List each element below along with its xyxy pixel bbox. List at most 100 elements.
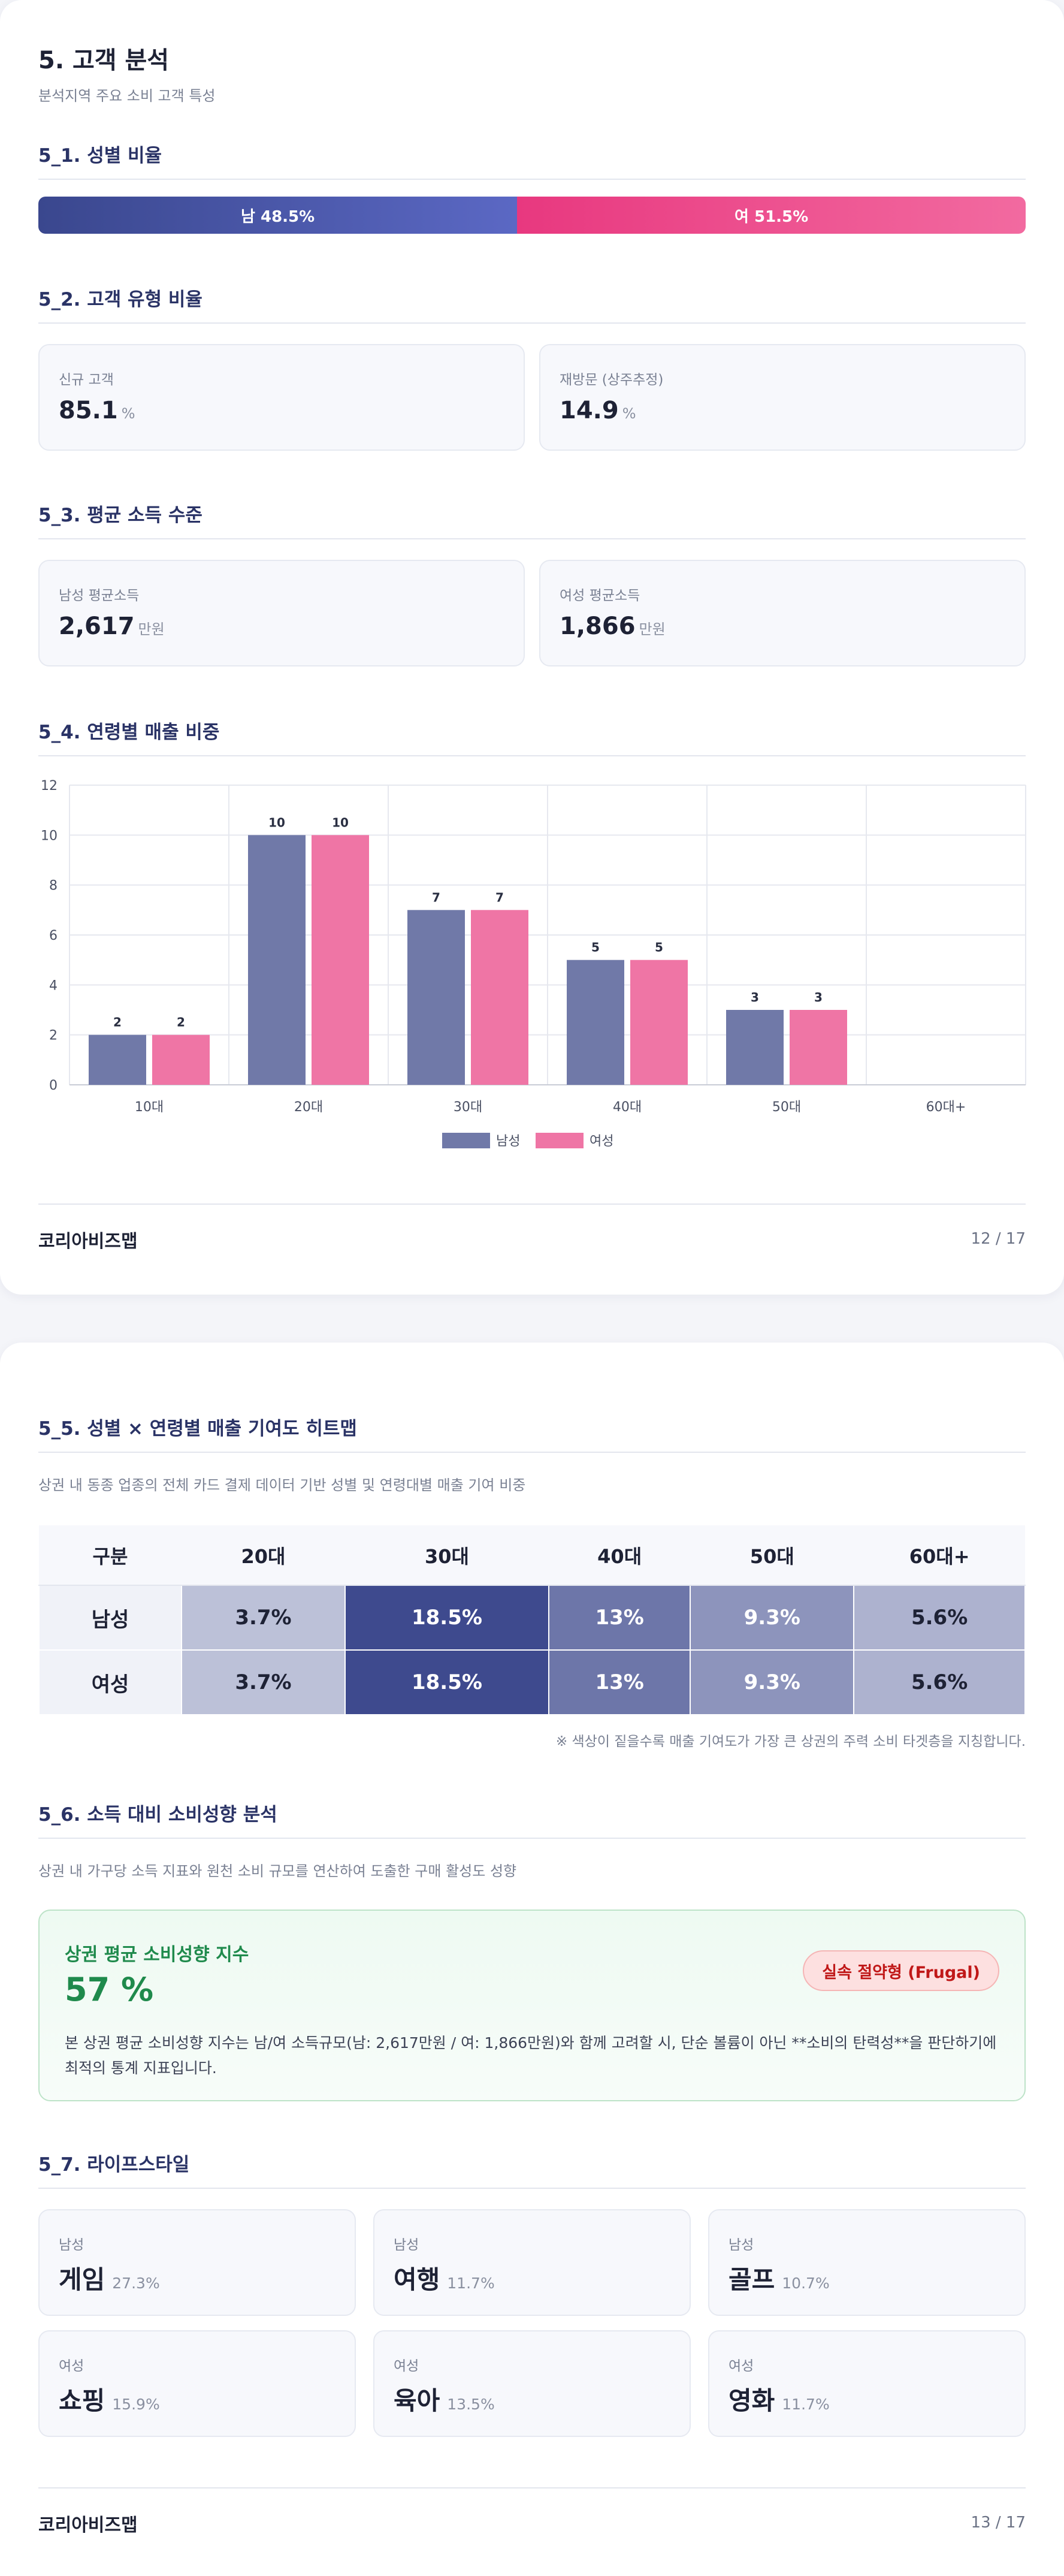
heatmap-note: ※ 색상이 짙을수록 매출 기여도가 가장 큰 상권의 주력 소비 타겟층을 지…: [555, 1734, 1026, 1749]
section-divider: [38, 1452, 1026, 1453]
section-heading-propensity: 5_6. 소득 대비 소비성향 분석: [38, 1804, 277, 1826]
card-value: 2,617 만원: [59, 613, 165, 640]
unit-label: 만원: [138, 621, 165, 638]
bar-male: [407, 910, 465, 1085]
y-tick-label: 8: [49, 879, 58, 894]
report-page-12: 5. 고객 분석 분석지역 주요 소비 고객 특성 5_1. 성별 비율 남 4…: [0, 0, 1064, 1295]
section-heading-lifestyle: 5_7. 라이프스타일: [38, 2154, 190, 2176]
x-tick-label: 50대: [772, 1100, 801, 1115]
y-tick-label: 2: [49, 1028, 58, 1043]
lifestyle-percent: 11.7%: [782, 2396, 830, 2413]
x-tick-label: 60대+: [926, 1100, 966, 1115]
y-tick-label: 6: [49, 928, 58, 943]
y-tick-label: 12: [41, 779, 58, 794]
bar-value-label: 7: [432, 890, 440, 904]
heatmap-col-header: 40대: [548, 1525, 691, 1586]
lifestyle-gender: 남성: [729, 2237, 754, 2253]
lifestyle-name: 육아: [394, 2386, 440, 2415]
section-heading-age-sales: 5_4. 연령별 매출 비중: [38, 722, 220, 743]
male-income-value: 2,617: [59, 613, 135, 640]
lifestyle-card: 남성 골프 10.7%: [708, 2209, 1026, 2316]
y-tick-label: 0: [49, 1078, 58, 1093]
bar-value-label: 10: [332, 815, 349, 829]
lifestyle-name: 영화: [729, 2386, 775, 2415]
new-customer-card: 신규 고객 85.1%: [38, 344, 525, 451]
legend-swatch: [442, 1133, 490, 1148]
report-page-13: 5_5. 성별 × 연령별 매출 기여도 히트맵 상권 내 동종 업종의 전체 …: [0, 1343, 1064, 2576]
card-value: 14.9%: [560, 397, 636, 424]
female-income-card: 여성 평균소득 1,866 만원: [539, 560, 1026, 666]
lifestyle-name: 게임: [59, 2265, 105, 2294]
bar-female: [152, 1034, 210, 1085]
heatmap-col-header: 20대: [182, 1525, 345, 1586]
bar-value-label: 2: [177, 1015, 185, 1030]
lifestyle-name-row: 육아 13.5%: [394, 2381, 495, 2417]
heatmap-cell: 5.6%: [853, 1649, 1026, 1715]
heatmap-row-male: 남성 3.7% 18.5% 13% 9.3% 5.6%: [38, 1585, 1026, 1651]
section-divider: [38, 1838, 1026, 1839]
revisit-customer-card: 재방문 (상주추정) 14.9%: [539, 344, 1026, 451]
legend-label: 여성: [590, 1134, 613, 1149]
lifestyle-name-row: 여행 11.7%: [394, 2260, 495, 2296]
propensity-index-card: 상권 평균 소비성향 지수 57 % 실속 절약형 (Frugal) 본 상권 …: [38, 1910, 1026, 2101]
gender-ratio-bar: 남 48.5% 여 51.5%: [38, 197, 1026, 234]
lifestyle-name-row: 영화 11.7%: [729, 2381, 830, 2417]
lifestyle-percent: 13.5%: [447, 2396, 495, 2413]
heatmap-subtitle: 상권 내 동종 업종의 전체 카드 결제 데이터 기반 성별 및 연령대별 매출…: [38, 1477, 526, 1494]
lifestyle-name-row: 쇼핑 15.9%: [59, 2381, 160, 2417]
heatmap-col-header: 30대: [344, 1525, 549, 1586]
bar-male: [248, 835, 306, 1085]
footer-brand: 코리아비즈맵: [38, 2515, 138, 2536]
lifestyle-card: 여성 육아 13.5%: [373, 2330, 691, 2437]
heatmap-header-row: 구분 20대 30대 40대 50대 60대+: [39, 1525, 1025, 1586]
female-income-value: 1,866: [560, 613, 636, 640]
index-description: 본 상권 평균 소비성향 지수는 남/여 소득규모(남: 2,617만원 / 여…: [65, 2034, 997, 2077]
revisit-customer-value: 14.9: [560, 397, 619, 424]
gender-bar-female: 여 51.5%: [517, 197, 1026, 234]
heatmap-cell: 9.3%: [690, 1585, 855, 1651]
lifestyle-card: 남성 여행 11.7%: [373, 2209, 691, 2316]
lifestyle-name: 쇼핑: [59, 2386, 105, 2415]
page-number: 12 / 17: [971, 1230, 1026, 1248]
bar-value-label: 3: [751, 990, 759, 1005]
card-value: 1,866 만원: [560, 613, 666, 640]
bar-male: [726, 1010, 784, 1085]
lifestyle-card: 남성 게임 27.3%: [38, 2209, 356, 2316]
section-heading-gender: 5_1. 성별 비율: [38, 145, 162, 167]
card-label: 재방문 (상주추정): [560, 372, 664, 388]
heatmap-cell: 9.3%: [690, 1649, 855, 1715]
index-title: 상권 평균 소비성향 지수: [65, 1944, 249, 1965]
lifestyle-name-row: 게임 27.3%: [59, 2260, 160, 2296]
section-divider: [38, 2188, 1026, 2189]
lifestyle-gender: 여성: [394, 2358, 419, 2374]
lifestyle-percent: 10.7%: [782, 2275, 830, 2292]
x-tick-label: 30대: [454, 1100, 482, 1115]
section-divider: [38, 322, 1026, 324]
heatmap-row-header: 남성: [38, 1585, 182, 1651]
lifestyle-card: 여성 영화 11.7%: [708, 2330, 1026, 2437]
x-tick-label: 40대: [613, 1100, 642, 1115]
bar-male: [89, 1034, 146, 1085]
lifestyle-gender: 남성: [394, 2237, 419, 2253]
heatmap-cell: 18.5%: [344, 1649, 549, 1715]
age-sales-bar-chart: 0 2 4 6 8 10 12 2 2 10대 10 10 20대 7 7 30대 5 5 40대 3 3 50대 60대+…: [41, 779, 1026, 1149]
page-title: 5. 고객 분석: [38, 47, 170, 74]
heatmap-col-header: 50대: [690, 1525, 854, 1586]
unit-label: %: [121, 405, 135, 422]
page-subtitle: 분석지역 주요 소비 고객 특성: [38, 88, 216, 104]
legend-swatch: [536, 1133, 584, 1148]
y-tick-label: 10: [41, 828, 58, 843]
bar-value-label: 5: [655, 940, 663, 955]
bar-female: [471, 910, 528, 1085]
card-label: 신규 고객: [59, 372, 114, 388]
new-customer-value: 85.1: [59, 397, 118, 424]
lifestyle-percent: 11.7%: [447, 2275, 495, 2292]
section-divider: [38, 755, 1026, 756]
y-tick-label: 4: [49, 978, 58, 993]
heatmap-row-header: 여성: [38, 1649, 182, 1715]
male-income-card: 남성 평균소득 2,617 만원: [38, 560, 525, 666]
lifestyle-name-row: 골프 10.7%: [729, 2260, 830, 2296]
legend-label: 남성: [496, 1134, 520, 1149]
propensity-subtitle: 상권 내 가구당 소득 지표와 원천 소비 규모를 연산하여 도출한 구매 활성…: [38, 1863, 517, 1880]
heatmap-cell: 13%: [548, 1585, 691, 1651]
